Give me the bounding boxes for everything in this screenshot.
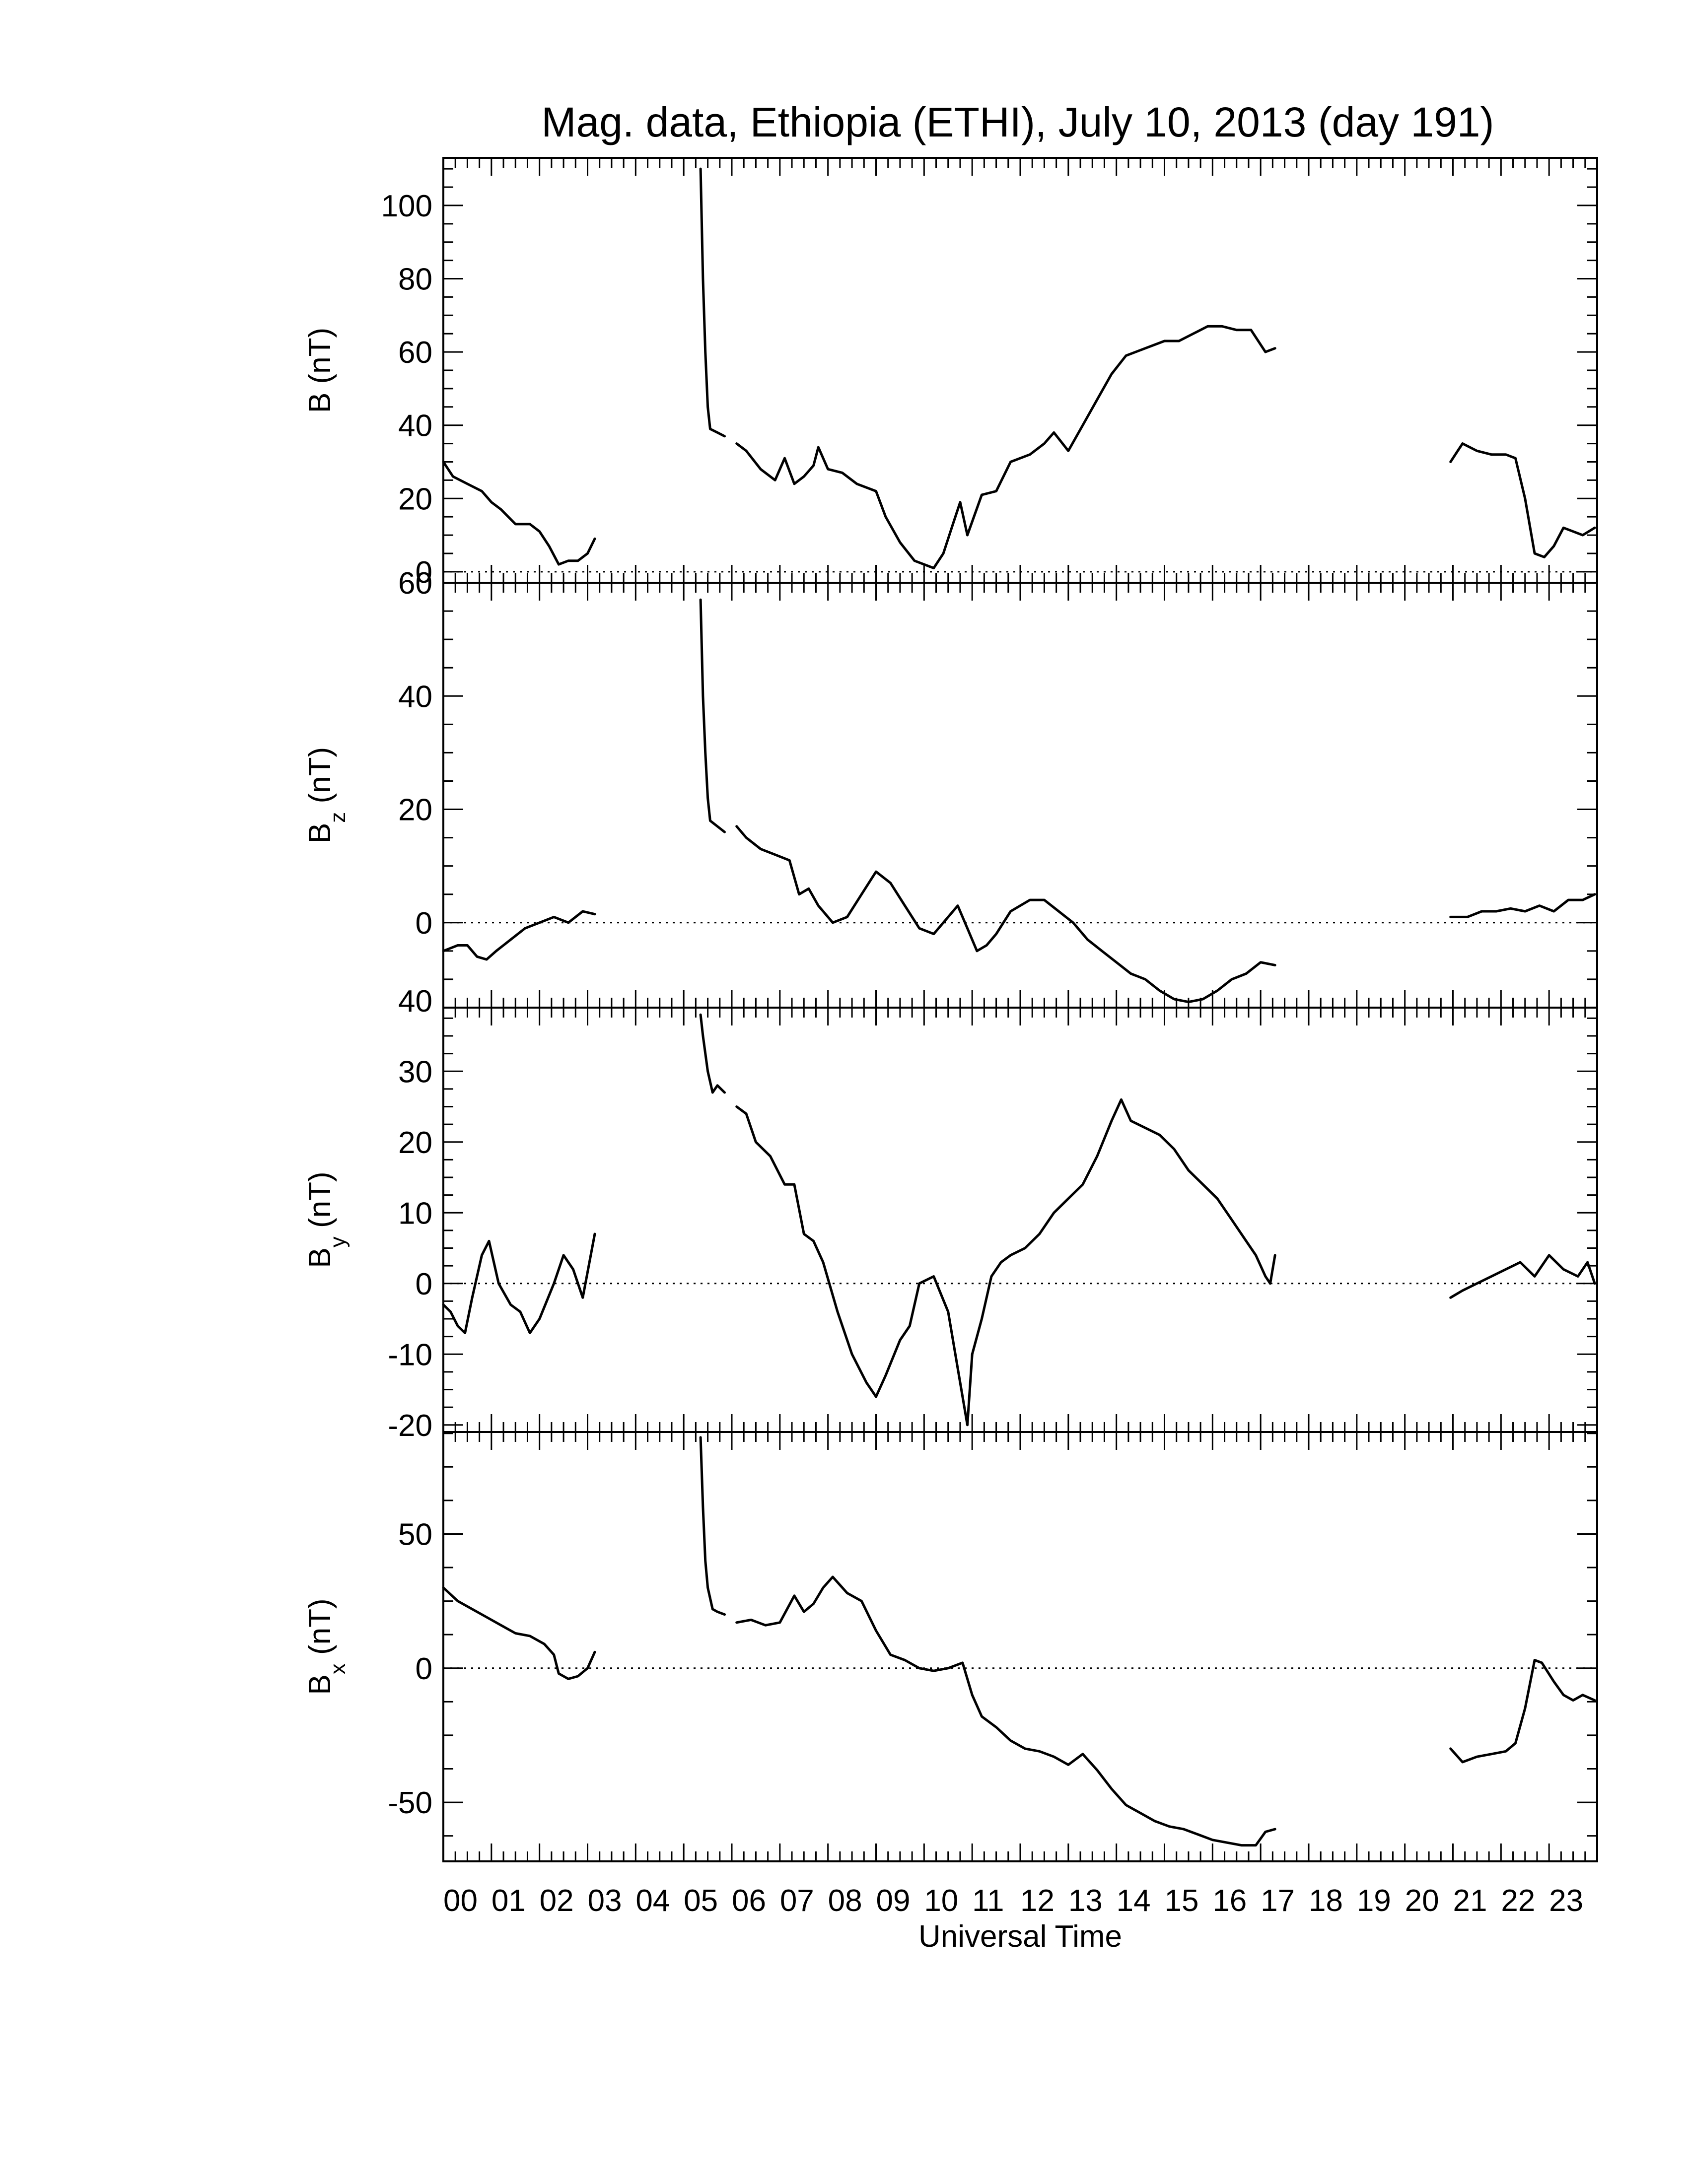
- x-tick-label: 17: [1261, 1884, 1295, 1918]
- y-tick-label: -10: [388, 1338, 432, 1372]
- y-tick-label: 10: [398, 1196, 432, 1230]
- x-ticks: [442, 583, 1598, 1008]
- panel-1: 0 20 40 60 80 100 B (nT): [303, 157, 1598, 590]
- x-tick-label: 04: [635, 1884, 670, 1918]
- panel-frame: [442, 1431, 1598, 1862]
- y-axis-label-subscript: y: [326, 1236, 350, 1247]
- x-tick-label: 10: [924, 1884, 958, 1918]
- x-tick-label: 07: [780, 1884, 814, 1918]
- panel-frame: [442, 157, 1598, 584]
- x-tick-label: 01: [492, 1884, 526, 1918]
- y-axis-label-unit: (nT): [303, 1598, 337, 1663]
- x-tick-label: 19: [1357, 1884, 1391, 1918]
- y-tick-label: 80: [398, 263, 432, 297]
- y-axis-label: By (nT): [303, 1171, 350, 1268]
- y-tick-label: 0: [416, 1652, 432, 1686]
- x-tick-label: 15: [1165, 1884, 1199, 1918]
- y-tick-label: 20: [398, 793, 432, 827]
- x-tick-label: 18: [1309, 1884, 1343, 1918]
- series-line-segment: [442, 461, 596, 566]
- series-line-segment: [699, 167, 726, 438]
- series-line-segment: [699, 598, 726, 833]
- series-line-segment: [442, 1586, 596, 1680]
- y-tick-label: -20: [388, 1409, 432, 1443]
- series-line-segment: [442, 910, 596, 961]
- series-line-segment: [699, 1013, 726, 1094]
- y-tick-label: 40: [398, 984, 432, 1019]
- series-line-segment: [442, 1232, 596, 1334]
- y-tick-label: 20: [398, 1126, 432, 1160]
- y-tick-label: 50: [398, 1517, 432, 1552]
- y-axis-label-unit: (nT): [303, 747, 337, 812]
- series-line-segment: [1449, 442, 1596, 558]
- x-axis-label: Universal Time: [918, 1919, 1122, 1954]
- x-tick-label: 14: [1117, 1884, 1151, 1918]
- series-line-segment: [699, 1436, 726, 1616]
- y-axis-label: Bx (nT): [303, 1598, 350, 1695]
- series: [442, 1013, 1596, 1427]
- x-tick-labels: 00 01 02 03 04 05 06 07 08 09 10 11 12 13 14 15 16 17 18 19…: [443, 1884, 1583, 1918]
- y-tick-label: 30: [398, 1055, 432, 1089]
- y-tick-label: 0: [416, 555, 432, 590]
- series: [442, 598, 1596, 1004]
- y-axis-label: B (nT): [303, 328, 337, 413]
- y-tick-label: 20: [398, 482, 432, 516]
- y-axis-label-unit: (nT): [303, 1171, 337, 1236]
- series-line-segment: [1449, 1659, 1596, 1764]
- x-tick-label: 20: [1405, 1884, 1439, 1918]
- y-ticks: -50 0 50: [388, 1433, 1597, 1837]
- series-line-segment: [1449, 893, 1596, 918]
- y-tick-label: 40: [398, 680, 432, 714]
- x-tick-label: 21: [1453, 1884, 1487, 1918]
- panel-2: 0 20 40 60 Bz (nT): [303, 566, 1598, 1009]
- panel-3: -20 -10 0 10 20 30 40 By (nT): [303, 984, 1598, 1443]
- x-tick-label: 16: [1212, 1884, 1247, 1918]
- x-tick-label: 09: [876, 1884, 911, 1918]
- series-line-segment: [735, 1575, 1276, 1847]
- x-ticks: [442, 1008, 1598, 1432]
- y-ticks: 0 20 40 60 80 100: [381, 168, 1597, 590]
- x-tick-label: 00: [443, 1884, 478, 1918]
- x-tick-label: 03: [588, 1884, 622, 1918]
- y-ticks: 0 20 40 60: [398, 566, 1597, 1009]
- x-tick-label: 23: [1549, 1884, 1583, 1918]
- y-tick-label: 40: [398, 409, 432, 443]
- panel-frame: [442, 582, 1598, 1009]
- y-axis-label: Bz (nT): [303, 747, 350, 843]
- y-axis-label-main: B: [303, 1674, 337, 1695]
- series-line-segment: [735, 1098, 1276, 1427]
- series-line-segment: [735, 825, 1276, 1004]
- y-axis-label-subscript: x: [326, 1663, 350, 1674]
- x-tick-label: 13: [1068, 1884, 1103, 1918]
- y-axis-label-main: B: [303, 1247, 337, 1268]
- x-tick-label: 08: [828, 1884, 862, 1918]
- x-tick-label: 12: [1020, 1884, 1055, 1918]
- chart-title: Mag. data, Ethiopia (ETHI), July 10, 201…: [542, 99, 1494, 145]
- x-ticks: [442, 158, 1598, 583]
- series: [442, 1436, 1596, 1847]
- series-line-segment: [1449, 1254, 1596, 1299]
- y-axis-label-subscript: z: [326, 812, 350, 823]
- y-tick-label: 100: [381, 189, 432, 223]
- x-ticks: [442, 1432, 1598, 1861]
- y-tick-label: 0: [416, 1267, 432, 1301]
- y-tick-label: 60: [398, 336, 432, 370]
- panel-4: -50 0 50 Bx (nT): [303, 1431, 1598, 1862]
- series-line-segment: [735, 325, 1276, 569]
- x-tick-label: 02: [540, 1884, 574, 1918]
- y-axis-label-main: B: [303, 823, 337, 843]
- y-tick-label: 0: [416, 906, 432, 941]
- y-axis-label-main: B (nT): [303, 328, 337, 413]
- series: [442, 167, 1596, 569]
- y-tick-label: 60: [398, 566, 432, 601]
- x-tick-label: 06: [732, 1884, 766, 1918]
- y-ticks: -20 -10 0 10 20 30 40: [388, 984, 1597, 1443]
- panel-frame: [442, 1007, 1598, 1433]
- x-tick-label: 22: [1501, 1884, 1535, 1918]
- y-tick-label: -50: [388, 1786, 432, 1820]
- x-tick-label: 05: [684, 1884, 718, 1918]
- x-tick-label: 11: [972, 1884, 1004, 1918]
